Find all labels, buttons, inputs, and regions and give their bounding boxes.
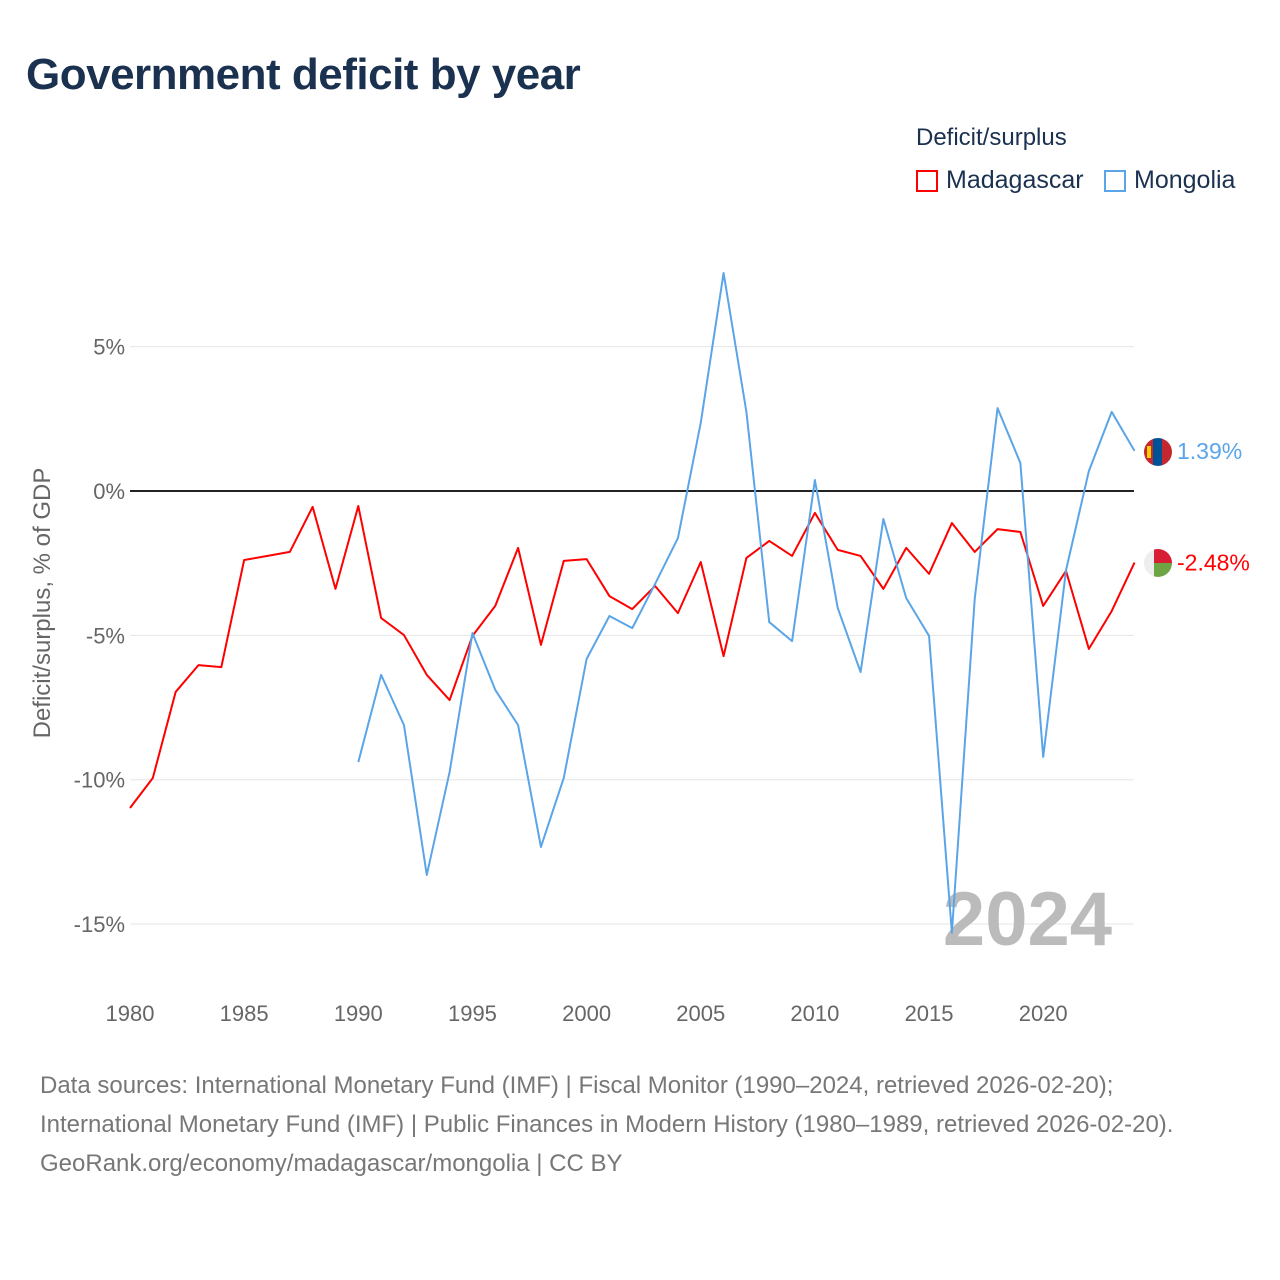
legend-swatch-madagascar [916,169,938,192]
legend-swatch-mongolia [1104,169,1126,192]
x-tick-label: 1985 [220,1001,269,1026]
credit-link[interactable]: GeoRank.org/economy/madagascar/mongolia … [40,1150,623,1177]
legend-item-madagascar[interactable]: Madagascar [916,166,1084,195]
data-sources: Data sources: International Monetary Fun… [40,1072,1174,1138]
line-chart: 5% 0% -5% -10% -15% 1980 1985 1990 1995 2000 2005 2… [29,272,1250,1026]
legend-title: Deficit/surplus [916,124,1067,151]
end-value-label: 1.39% [1177,438,1242,464]
y-tick-label: 5% [93,335,125,360]
legend-label: Mongolia [1134,166,1236,194]
year-watermark: 2024 [943,877,1112,962]
page-title: Government deficit by year [26,50,581,99]
x-tick-label: 1995 [448,1001,497,1026]
series-line-madagascar [129,505,1136,809]
madagascar-flag-icon [1144,549,1172,577]
x-tick-label: 2010 [790,1001,839,1026]
y-axis-label: Deficit/surplus, % of GDP [29,468,56,739]
x-tick-label: 2020 [1019,1001,1068,1026]
y-tick-label: -15% [74,912,125,937]
y-tick-label: -10% [74,768,125,793]
x-tick-label: 2015 [905,1001,954,1026]
legend-label: Madagascar [946,166,1084,194]
mongolia-flag-icon [1144,438,1172,466]
x-tick-label: 1990 [334,1001,383,1026]
legend-item-mongolia[interactable]: Mongolia [1104,166,1235,195]
x-tick-label: 2005 [676,1001,725,1026]
series-line-mongolia [357,272,1136,934]
footer: Data sources: International Monetary Fun… [40,1066,1240,1183]
x-tick-label: 2000 [562,1001,611,1026]
y-tick-label: -5% [86,623,125,648]
y-tick-label: 0% [93,479,125,504]
x-tick-label: 1980 [106,1001,155,1026]
end-value-label: -2.48% [1177,550,1250,576]
